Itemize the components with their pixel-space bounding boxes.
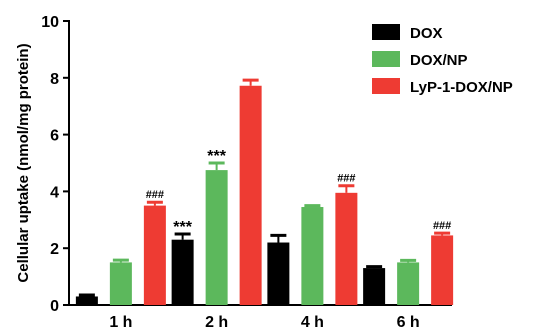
y-tick-label: 2 (50, 241, 59, 258)
legend-label: DOX (410, 25, 443, 42)
tick-labels: 0 2 4 6 8 10 Cellular uptake (nmol/mg protein)… (15, 14, 451, 331)
legend-swatch (372, 78, 400, 94)
bar (267, 242, 290, 305)
bar (109, 262, 132, 305)
bar (171, 239, 194, 305)
x-tick-label: 4 h (301, 314, 324, 331)
bar (301, 207, 324, 305)
bar (239, 85, 262, 305)
x-tick-label: 6 h (397, 314, 420, 331)
legend: DOX DOX/NP LyP-1-DOX/NP (372, 24, 513, 96)
y-tick-label: 6 (50, 128, 59, 145)
y-axis-title: Cellular uptake (nmol/mg protein) (15, 43, 32, 282)
significance-label: ### (433, 220, 451, 232)
y-tick-label: 4 (50, 184, 59, 201)
legend-swatch (372, 24, 400, 40)
y-tick-label: 10 (41, 14, 59, 31)
significance-label: *** (207, 148, 226, 165)
bar (397, 262, 420, 305)
legend-label: DOX/NP (410, 52, 468, 69)
bar (363, 268, 386, 305)
bar (143, 205, 166, 305)
legend-label: LyP-1-DOX/NP (410, 79, 513, 96)
significance-label: *** (173, 219, 192, 236)
bar (431, 235, 454, 305)
bar (335, 192, 358, 305)
significance-label: ### (337, 173, 355, 185)
y-tick-label: 0 (50, 298, 59, 315)
bar (75, 296, 98, 305)
significance-label: ### (146, 189, 164, 201)
x-tick-label: 1 h (109, 314, 132, 331)
x-tick-label: 2 h (205, 314, 228, 331)
bar (205, 170, 228, 305)
legend-swatch (372, 51, 400, 67)
bars (75, 78, 454, 305)
y-tick-label: 8 (50, 71, 59, 88)
